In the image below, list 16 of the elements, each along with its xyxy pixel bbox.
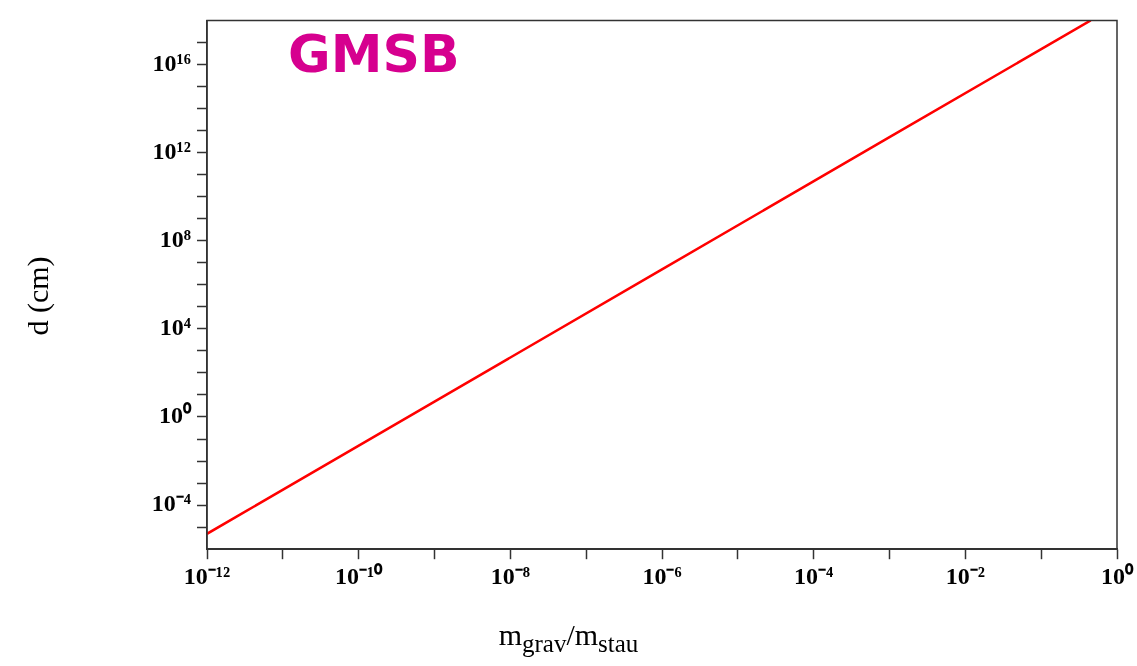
y-tick-label: 10⁰ [159, 402, 192, 429]
x-tick-label: 10⁰ [1101, 562, 1134, 589]
y-tick-label: 10⁻⁴ [151, 490, 191, 517]
annotation: GMSB [288, 24, 460, 84]
x-tick-label: 10⁻⁴ [794, 562, 834, 589]
y-tick-label: 10¹² [152, 137, 191, 164]
x-tick-label: 10⁻⁸ [490, 562, 530, 589]
y-axis-title: d (cm) [21, 256, 55, 336]
x-axis-title: m$_{grav}$/m$_{stau}$ [497, 618, 640, 658]
x-tick-label: 10⁻¹² [183, 562, 231, 589]
y-tick-label: 10⁴ [159, 314, 191, 341]
x-tick-label: 10⁻¹⁰ [335, 562, 384, 589]
x-tick-label: 10⁻⁶ [642, 562, 682, 589]
x-tick-label: 10⁻² [945, 562, 985, 589]
y-tick-label: 10⁸ [159, 225, 191, 252]
y-tick-label: 10¹⁶ [152, 49, 191, 76]
